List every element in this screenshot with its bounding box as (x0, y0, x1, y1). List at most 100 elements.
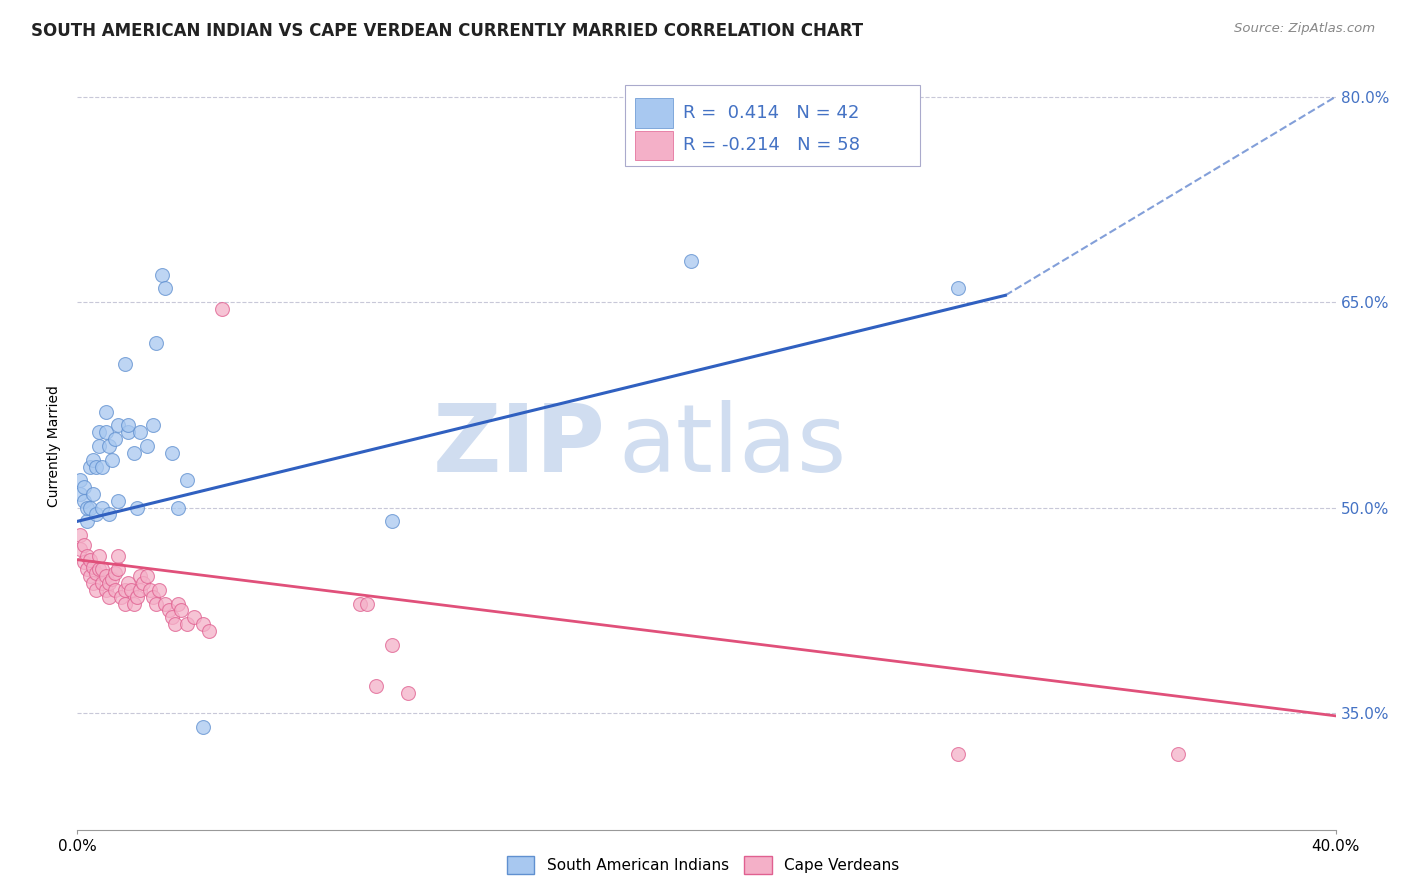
Point (76, 514, 98, 528)
Point (104, 432, 127, 446)
Point (107, 549, 129, 563)
Point (157, 603, 180, 617)
Point (176, 473, 198, 487)
Point (91, 562, 114, 576)
Point (381, 638, 404, 652)
Point (94, 425, 117, 440)
Point (69, 487, 91, 501)
Point (114, 597, 136, 611)
Point (82, 452, 104, 467)
Point (114, 357, 136, 371)
Point (91, 500, 114, 515)
Point (79, 552, 101, 566)
Legend: South American Indians, Cape Verdeans: South American Indians, Cape Verdeans (501, 850, 905, 880)
Point (127, 590, 149, 604)
Point (155, 597, 177, 611)
Point (114, 582, 136, 597)
Point (82, 487, 104, 501)
Point (679, 254, 702, 268)
Point (72, 538, 94, 552)
Point (94, 582, 117, 597)
Point (356, 597, 378, 611)
Point (76, 500, 98, 515)
Point (84, 459, 107, 474)
Point (69, 473, 91, 487)
Point (91, 576, 114, 591)
Point (148, 582, 170, 597)
Point (89, 562, 111, 576)
Point (191, 617, 215, 632)
Point (142, 418, 165, 433)
Point (107, 418, 129, 433)
Point (117, 576, 139, 591)
Point (76, 549, 98, 563)
Point (91, 459, 114, 474)
Y-axis label: Currently Married: Currently Married (48, 385, 62, 507)
Text: R =  0.414   N = 42: R = 0.414 N = 42 (682, 104, 859, 122)
Point (97, 590, 120, 604)
Point (120, 582, 142, 597)
Point (366, 679, 388, 693)
Bar (624, 86, 921, 166)
Point (349, 597, 371, 611)
Point (94, 569, 117, 583)
Point (117, 425, 139, 440)
Point (69, 528, 91, 542)
Point (135, 569, 157, 583)
Point (69, 541, 91, 556)
Point (72, 480, 94, 494)
Point (122, 597, 145, 611)
Point (89, 549, 111, 563)
Point (79, 500, 101, 515)
Point (129, 582, 152, 597)
Point (76, 562, 98, 576)
Point (191, 720, 215, 734)
Bar (634, 131, 672, 160)
Point (145, 336, 167, 351)
Point (107, 493, 129, 508)
Point (84, 582, 107, 597)
Text: ZIP: ZIP (433, 400, 606, 492)
Point (129, 425, 152, 440)
Point (142, 590, 165, 604)
Point (211, 301, 233, 316)
Point (176, 617, 198, 632)
Point (170, 603, 193, 617)
Point (101, 452, 124, 467)
Point (160, 610, 183, 624)
Point (1167, 747, 1189, 762)
Text: Source: ZipAtlas.com: Source: ZipAtlas.com (1234, 22, 1375, 36)
Point (122, 446, 145, 460)
Point (89, 425, 111, 440)
Point (79, 459, 101, 474)
Point (110, 590, 132, 604)
Point (135, 439, 157, 453)
Bar (634, 98, 672, 128)
Point (167, 500, 190, 515)
Point (94, 405, 117, 419)
Point (129, 569, 152, 583)
Point (132, 576, 155, 591)
Point (150, 268, 173, 282)
Point (84, 566, 107, 581)
Point (97, 576, 120, 591)
Point (82, 576, 104, 591)
Point (79, 569, 101, 583)
Point (97, 439, 120, 453)
Point (101, 572, 124, 586)
Text: SOUTH AMERICAN INDIAN VS CAPE VERDEAN CURRENTLY MARRIED CORRELATION CHART: SOUTH AMERICAN INDIAN VS CAPE VERDEAN CU… (31, 22, 863, 40)
Point (381, 514, 404, 528)
Point (167, 597, 190, 611)
Point (138, 582, 160, 597)
Point (198, 624, 221, 638)
Point (104, 566, 127, 581)
Text: atlas: atlas (619, 400, 846, 492)
Point (127, 500, 149, 515)
Point (104, 582, 127, 597)
Point (183, 610, 205, 624)
Point (97, 508, 120, 522)
Point (160, 446, 183, 460)
Point (163, 617, 186, 632)
Point (117, 418, 139, 433)
Point (84, 508, 107, 522)
